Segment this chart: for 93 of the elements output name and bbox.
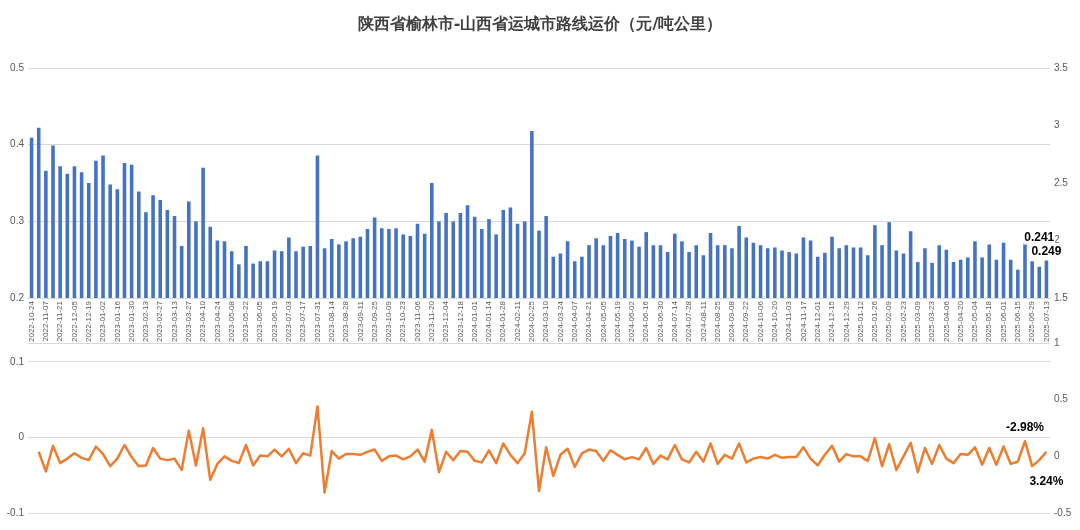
- x-tick-label: 2024-07-28: [684, 300, 694, 342]
- x-tick-label: 2023-02-27: [155, 300, 165, 342]
- x-tick-label: 2025-03-09: [912, 300, 922, 342]
- x-tick-label: 2025-07-13: [1041, 300, 1051, 342]
- x-tick-label: 2024-05-05: [598, 300, 608, 342]
- x-tick-label: 2023-11-06: [412, 300, 422, 342]
- x-tick-label: 2023-04-24: [212, 300, 222, 342]
- annotation: 3.24%: [1029, 474, 1064, 489]
- x-tick-label: 2025-06-29: [1027, 300, 1037, 342]
- x-tick-label: 2025-06-01: [998, 300, 1008, 342]
- x-tick-label: 2024-10-06: [755, 300, 765, 342]
- x-tick-label: 2024-02-11: [512, 300, 522, 342]
- x-tick-label: 2025-02-23: [898, 300, 908, 342]
- y2-tick-label: -0.5: [1054, 506, 1072, 518]
- x-tick-label: 2023-07-31: [312, 300, 322, 342]
- x-tick-label: 2024-11-17: [798, 300, 808, 342]
- x-tick-label: 2023-08-28: [341, 300, 351, 342]
- y-tick-label: 0.1: [10, 355, 25, 367]
- x-tick-label: 2024-04-07: [569, 300, 579, 342]
- x-tick-label: 2024-02-25: [527, 300, 537, 342]
- x-tick-label: 2024-08-25: [712, 300, 722, 342]
- x-tick-label: 2025-04-06: [941, 300, 951, 342]
- x-tick-label: 2023-01-16: [112, 300, 122, 342]
- x-tick-label: 2023-05-22: [241, 300, 251, 342]
- y-tick-label: 0.4: [10, 138, 25, 150]
- x-tick-label: 2025-01-12: [855, 300, 865, 342]
- y2-tick-label: 2.5: [1054, 176, 1069, 188]
- x-tick-label: 2023-06-19: [269, 300, 279, 342]
- x-tick-label: 2024-11-03: [784, 300, 794, 342]
- x-tick-label: 2024-12-01: [812, 300, 822, 342]
- x-tick-label: 2023-02-13: [141, 300, 151, 342]
- x-tick-label: 2023-07-03: [284, 300, 294, 342]
- y2-tick-label: 0.5: [1054, 393, 1069, 405]
- x-tick-label: 2025-01-26: [870, 300, 880, 342]
- x-tick-label: 2024-05-19: [612, 300, 622, 342]
- x-tick-label: 2023-09-11: [355, 300, 365, 342]
- data-label: 0.249: [1031, 243, 1062, 258]
- x-tick-label: 2024-03-24: [555, 300, 565, 342]
- x-tick-label: 2023-05-08: [226, 300, 236, 342]
- x-tick-label: 2023-01-02: [98, 300, 108, 342]
- x-tick-label: 2023-01-30: [126, 300, 136, 342]
- x-tick-label: 2025-02-09: [884, 300, 894, 342]
- x-tick-label: 2022-11-07: [41, 300, 51, 342]
- x-tick-label: 2023-10-09: [384, 300, 394, 342]
- x-tick-label: 2025-05-18: [984, 300, 994, 342]
- x-tick-label: 2022-12-19: [83, 300, 93, 342]
- x-tick-label: 2024-12-15: [827, 300, 837, 342]
- x-tick-label: 2024-06-02: [627, 300, 637, 342]
- x-tick-label: 2023-07-17: [298, 300, 308, 342]
- x-tick-label: 2022-10-24: [26, 300, 36, 342]
- y-tick-label: -0.1: [6, 506, 25, 518]
- x-tick-label: 2024-07-14: [669, 300, 679, 342]
- x-tick-label: 2023-06-05: [255, 300, 265, 342]
- y2-tick-label: 1: [1054, 336, 1060, 348]
- x-tick-label: 2023-12-18: [455, 300, 465, 342]
- x-tick-label: 2022-12-05: [69, 300, 79, 342]
- y-tick-label: 0.5: [10, 61, 25, 73]
- x-tick-label: 2025-05-04: [970, 300, 980, 342]
- x-tick-label: 2024-10-20: [770, 300, 780, 342]
- x-tick-label: 2025-03-23: [927, 300, 937, 342]
- x-tick-label: 2023-08-14: [326, 300, 336, 342]
- y2-tick-label: 0: [1054, 450, 1060, 462]
- y-tick-label: 0.3: [10, 215, 25, 227]
- x-tick-label: 2024-06-30: [655, 300, 665, 342]
- x-tick-label: 2025-06-15: [1013, 300, 1023, 342]
- x-tick-label: 2024-12-29: [841, 300, 851, 342]
- x-tick-label: 2024-08-11: [698, 300, 708, 342]
- x-tick-label: 2024-03-10: [541, 300, 551, 342]
- chart-title: 陕西省榆林市-山西省运城市路线运价（元/吨公里）: [356, 14, 724, 35]
- x-tick-label: 2025-04-20: [955, 300, 965, 342]
- x-tick-label: 2024-04-21: [584, 300, 594, 342]
- x-tick-label: 2022-11-21: [55, 300, 65, 342]
- x-tick-label: 2023-11-20: [427, 300, 436, 342]
- y2-tick-label: 1.5: [1054, 291, 1069, 303]
- x-tick-label: 2023-09-25: [369, 300, 379, 342]
- data-label: 0.241: [1024, 229, 1055, 244]
- x-tick-label: 2023-12-04: [441, 300, 451, 342]
- y-tick-label: 0.2: [10, 291, 25, 303]
- x-tick-label: 2024-01-01: [469, 300, 479, 342]
- y2-tick-label: 2: [1054, 234, 1060, 246]
- x-tick-label: 2023-03-27: [184, 300, 194, 342]
- x-tick-label: 2024-09-08: [727, 300, 737, 342]
- x-tick-label: 2024-01-14: [484, 300, 494, 342]
- x-tick-label: 2024-06-16: [641, 300, 651, 342]
- x-tick-label: 2023-10-23: [398, 300, 408, 342]
- x-tick-label: 2023-04-10: [198, 300, 208, 342]
- x-tick-label: 2023-03-13: [169, 300, 179, 342]
- x-tick-label: 2024-01-28: [498, 300, 508, 342]
- y2-tick-label: 3: [1054, 119, 1060, 131]
- x-tick-label: 2024-09-22: [741, 300, 751, 342]
- annotation: -2.98%: [1005, 419, 1045, 434]
- y2-tick-label: 3.5: [1054, 61, 1069, 73]
- y-tick-label: 0: [18, 431, 25, 443]
